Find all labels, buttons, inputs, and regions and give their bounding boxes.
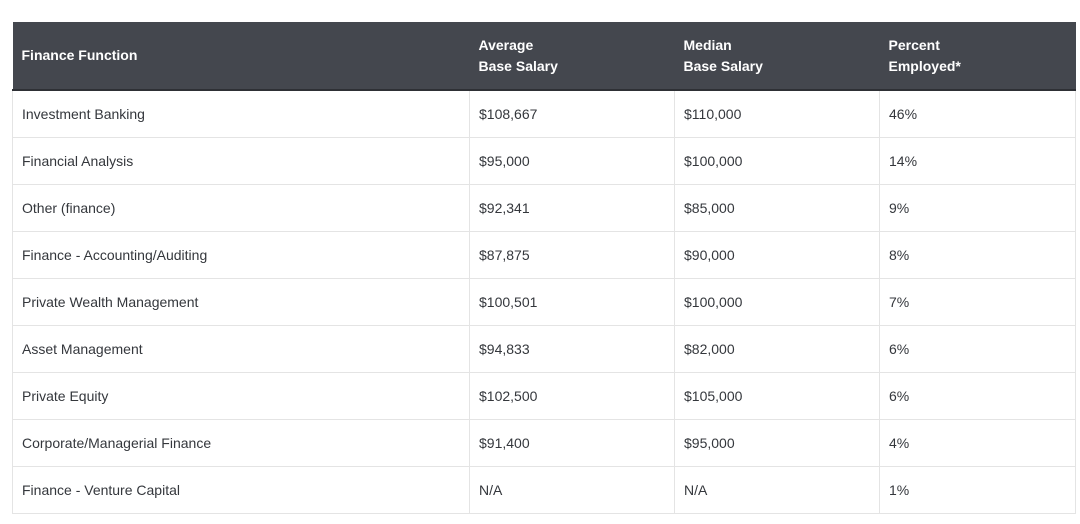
table-header: Finance Function Average Base Salary Med… bbox=[12, 22, 1076, 91]
table-body: Investment Banking $108,667 $110,000 46% Fin… bbox=[12, 90, 1076, 514]
cell-average-base-salary: $92,341 bbox=[469, 184, 675, 232]
cell-finance-function: Finance - Venture Capital bbox=[12, 466, 470, 514]
cell-average-base-salary: $100,501 bbox=[469, 278, 675, 326]
cell-percent-employed: 7% bbox=[879, 278, 1076, 326]
cell-percent-employed: 14% bbox=[879, 137, 1076, 185]
salary-table: Finance Function Average Base Salary Med… bbox=[12, 22, 1076, 514]
cell-median-base-salary: $82,000 bbox=[674, 325, 880, 373]
header-label: Base Salary bbox=[478, 57, 558, 74]
header-label: Average bbox=[478, 36, 534, 53]
table-row: Financial Analysis $95,000 $100,000 14% bbox=[12, 137, 1076, 185]
cell-percent-employed: 8% bbox=[879, 231, 1076, 279]
cell-finance-function: Financial Analysis bbox=[12, 137, 470, 185]
cell-average-base-salary: $87,875 bbox=[469, 231, 675, 279]
cell-finance-function: Private Wealth Management bbox=[12, 278, 470, 326]
header-finance-function: Finance Function bbox=[12, 22, 470, 91]
cell-percent-employed: 9% bbox=[879, 184, 1076, 232]
cell-median-base-salary: N/A bbox=[674, 466, 880, 514]
cell-average-base-salary: N/A bbox=[469, 466, 675, 514]
cell-median-base-salary: $95,000 bbox=[674, 419, 880, 467]
cell-average-base-salary: $91,400 bbox=[469, 419, 675, 467]
header-median-base-salary: Median Base Salary bbox=[674, 22, 880, 91]
cell-average-base-salary: $94,833 bbox=[469, 325, 675, 373]
header-row: Finance Function Average Base Salary Med… bbox=[12, 22, 1076, 91]
table-row: Private Equity $102,500 $105,000 6% bbox=[12, 372, 1076, 420]
cell-finance-function: Investment Banking bbox=[12, 90, 470, 138]
cell-median-base-salary: $110,000 bbox=[674, 90, 880, 138]
cell-median-base-salary: $105,000 bbox=[674, 372, 880, 420]
cell-percent-employed: 1% bbox=[879, 466, 1076, 514]
table-row: Investment Banking $108,667 $110,000 46% bbox=[12, 90, 1076, 138]
header-label: Median bbox=[683, 36, 732, 53]
header-label: Percent bbox=[888, 36, 940, 53]
cell-finance-function: Finance - Accounting/Auditing bbox=[12, 231, 470, 279]
table-row: Corporate/Managerial Finance $91,400 $95,0… bbox=[12, 419, 1076, 467]
header-percent-employed: Percent Employed* bbox=[879, 22, 1076, 91]
table-row: Finance - Venture Capital N/A N/A 1% bbox=[12, 466, 1076, 514]
salary-table-container: Finance Function Average Base Salary Med… bbox=[12, 22, 1076, 514]
cell-finance-function: Asset Management bbox=[12, 325, 470, 373]
cell-average-base-salary: $95,000 bbox=[469, 137, 675, 185]
cell-median-base-salary: $85,000 bbox=[674, 184, 880, 232]
cell-median-base-salary: $100,000 bbox=[674, 278, 880, 326]
cell-percent-employed: 4% bbox=[879, 419, 1076, 467]
cell-percent-employed: 46% bbox=[879, 90, 1076, 138]
cell-median-base-salary: $100,000 bbox=[674, 137, 880, 185]
cell-percent-employed: 6% bbox=[879, 372, 1076, 420]
cell-finance-function: Private Equity bbox=[12, 372, 470, 420]
table-row: Asset Management $94,833 $82,000 6% bbox=[12, 325, 1076, 373]
cell-finance-function: Corporate/Managerial Finance bbox=[12, 419, 470, 467]
header-label: Employed* bbox=[888, 57, 961, 74]
cell-finance-function: Other (finance) bbox=[12, 184, 470, 232]
table-row: Other (finance) $92,341 $85,000 9% bbox=[12, 184, 1076, 232]
cell-average-base-salary: $102,500 bbox=[469, 372, 675, 420]
table-row: Private Wealth Management $100,501 $100,00… bbox=[12, 278, 1076, 326]
cell-median-base-salary: $90,000 bbox=[674, 231, 880, 279]
header-label: Base Salary bbox=[683, 57, 763, 74]
cell-average-base-salary: $108,667 bbox=[469, 90, 675, 138]
table-row: Finance - Accounting/Auditing $87,875 $90,… bbox=[12, 231, 1076, 279]
cell-percent-employed: 6% bbox=[879, 325, 1076, 373]
header-label: Finance Function bbox=[21, 47, 138, 63]
header-average-base-salary: Average Base Salary bbox=[469, 22, 675, 91]
